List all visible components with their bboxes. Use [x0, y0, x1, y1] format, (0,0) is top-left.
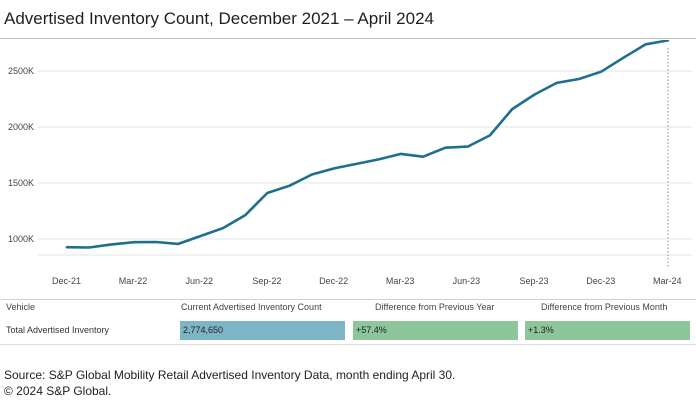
x-tick-label: Jun-23	[453, 276, 481, 286]
col-header-diff-month: Difference from Previous Month	[541, 302, 668, 312]
y-tick-label: 1500K	[8, 178, 34, 188]
y-tick-label: 2500K	[8, 66, 34, 76]
diff-year-cell: +57.4%	[353, 321, 518, 340]
table-bottom-divider	[0, 344, 696, 345]
x-tick-label: Mar-22	[119, 276, 148, 286]
x-tick-label: Jun-22	[186, 276, 214, 286]
y-axis-ticks: 1000K 1500K 2000K 2500K	[8, 66, 34, 244]
diff-month-cell: +1.3%	[525, 321, 690, 340]
x-tick-label: Dec-22	[319, 276, 348, 286]
grid-lines	[38, 70, 692, 256]
source-note: Source: S&P Global Mobility Retail Adver…	[4, 368, 456, 382]
copyright-note: © 2024 S&P Global.	[4, 384, 112, 398]
x-tick-label: Mar-23	[386, 276, 415, 286]
col-header-vehicle: Vehicle	[6, 302, 36, 312]
x-tick-label: Dec-23	[586, 276, 615, 286]
row-vehicle-label: Total Advertised Inventory	[6, 325, 110, 335]
col-header-diff-year: Difference from Previous Year	[375, 302, 495, 312]
col-header-current-count: Current Advertised Inventory Count	[181, 302, 322, 312]
x-tick-label: Dec-21	[52, 276, 81, 286]
x-tick-label: Mar-24	[653, 276, 682, 286]
y-tick-label: 2000K	[8, 122, 34, 132]
x-axis-ticks: Dec-21 Mar-22 Jun-22 Sep-22 Dec-22 Mar-23 Jun-…	[52, 276, 682, 286]
x-tick-label: Sep-22	[252, 276, 281, 286]
current-count-cell: 2,774,650	[180, 321, 345, 340]
series-line-total-advertised-inventory	[65, 40, 670, 249]
y-tick-label: 1000K	[8, 234, 34, 244]
x-tick-label: Sep-23	[519, 276, 548, 286]
title-divider	[0, 38, 696, 39]
chart-title: Advertised Inventory Count, December 202…	[4, 9, 434, 28]
table-top-divider	[0, 299, 696, 300]
line-chart: 1000K 1500K 2000K 2500K Dec-21 Mar-22 Jun-22 S…	[8, 40, 692, 286]
